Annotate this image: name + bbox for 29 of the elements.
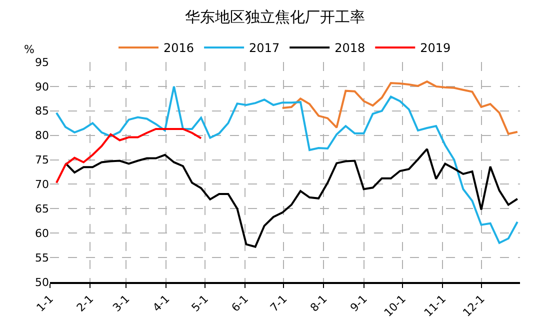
y-tick-label: 90 <box>35 80 49 94</box>
x-tick-label: 6-1 <box>229 292 251 314</box>
x-tick-label: 3-1 <box>110 292 132 314</box>
x-tick-label: 1-1 <box>34 292 56 314</box>
x-tick-label: 7-1 <box>268 292 290 314</box>
y-tick-label: 55 <box>35 251 49 264</box>
y-tick-label: 95 <box>35 56 49 69</box>
x-tick-label: 5-1 <box>189 292 211 314</box>
line-series <box>64 148 518 248</box>
line-series <box>281 80 518 135</box>
y-tick-label: 85 <box>35 104 49 118</box>
x-tick-label: 9-1 <box>348 292 370 314</box>
y-tick-label: 60 <box>35 226 49 240</box>
legend-label: 2016 <box>164 41 194 56</box>
y-tick-label: 80 <box>35 129 49 142</box>
y-tick-label: 50 <box>35 276 49 289</box>
y-axis-title: % <box>24 43 34 56</box>
line-series <box>55 85 518 244</box>
line-series <box>55 128 202 184</box>
legend-label: 2019 <box>420 41 451 56</box>
y-tick-label: 65 <box>35 202 49 216</box>
x-tick-label: 2-1 <box>74 292 96 314</box>
y-tick-label: 75 <box>35 154 49 167</box>
x-tick-label: 8-1 <box>308 292 330 314</box>
y-tick-label: 70 <box>35 178 49 192</box>
legend-label: 2018 <box>334 41 366 56</box>
x-tick-label: 4-1 <box>150 292 172 314</box>
chart-title: 华东地区独立焦化厂开工率 <box>185 8 365 26</box>
legend-label: 2017 <box>249 41 280 56</box>
